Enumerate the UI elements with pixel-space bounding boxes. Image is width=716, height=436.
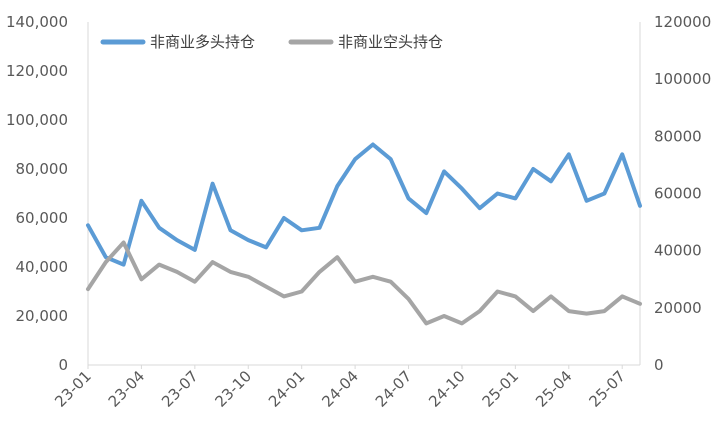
legend-label-long: 非商业多头持仓	[150, 33, 255, 51]
right-tick-label: 80000	[654, 127, 702, 145]
right-tick-label: 60000	[654, 185, 702, 203]
left-tick-label: 80,000	[16, 160, 69, 178]
x-tick-label: 23-07	[158, 367, 202, 411]
x-tick-label: 25-01	[479, 367, 523, 411]
right-tick-label: 20000	[654, 299, 702, 317]
legend: 非商业多头持仓 非商业空头持仓	[100, 33, 443, 51]
series-line-long-positions	[86, 142, 642, 267]
x-tick-label: 25-04	[532, 367, 576, 411]
axes	[87, 22, 641, 366]
series-line-short-positions	[86, 240, 642, 326]
x-tick-label: 23-04	[105, 367, 149, 411]
x-tick-label: 24-01	[265, 367, 309, 411]
left-tick-label: 100,000	[6, 111, 68, 129]
series-lines	[86, 142, 642, 326]
x-tick-label: 23-10	[212, 367, 256, 411]
left-tick-label: 0	[58, 356, 68, 374]
x-tick-label: 24-07	[372, 367, 416, 411]
right-tick-label: 100000	[654, 70, 711, 88]
left-tick-label: 120,000	[6, 62, 68, 80]
x-tick-label: 25-07	[585, 367, 629, 411]
legend-label-short: 非商业空头持仓	[338, 33, 443, 51]
right-tick-label: 120000	[654, 13, 711, 31]
right-tick-label: 0	[654, 356, 664, 374]
left-tick-label: 20,000	[16, 307, 69, 325]
left-tick-label: 60,000	[16, 209, 69, 227]
right-tick-label: 40000	[654, 242, 702, 260]
left-axis-ticks: 0 20,000 40,000 60,000 80,000 100,000 120,000 1…	[6, 13, 68, 374]
left-tick-label: 140,000	[6, 13, 68, 31]
left-tick-label: 40,000	[16, 258, 69, 276]
x-tick-label: 24-10	[425, 367, 469, 411]
x-axis-ticks: 23-01 23-04 23-07 23-10 24-01 24-04 24-07 24-10…	[51, 365, 629, 411]
x-tick-label: 24-04	[318, 367, 362, 411]
right-axis-ticks: 0 20000 40000 60000 80000 100000 120000	[654, 13, 711, 374]
